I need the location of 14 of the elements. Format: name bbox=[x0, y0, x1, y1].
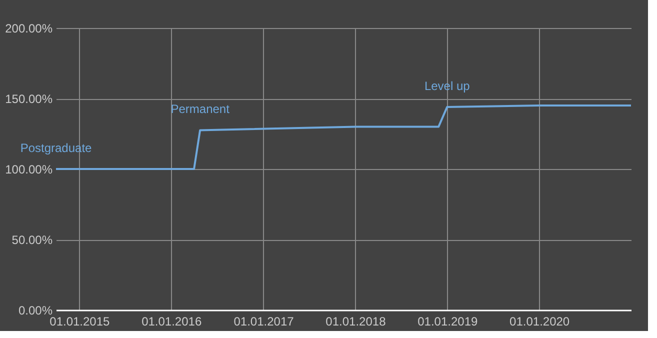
y-tick-label: 50.00% bbox=[12, 233, 53, 247]
x-tick-label: 01.01.2020 bbox=[510, 314, 570, 328]
x-tick-label: 01.01.2017 bbox=[234, 314, 294, 328]
x-tick-label: 01.01.2018 bbox=[326, 314, 386, 328]
y-tick-label: 0.00% bbox=[18, 304, 53, 318]
annotation: Level up bbox=[424, 78, 470, 93]
y-tick-label: 200.00% bbox=[5, 22, 53, 36]
x-tick-label: 01.01.2019 bbox=[418, 314, 478, 328]
y-tick-label: 150.00% bbox=[5, 92, 53, 106]
annotation: Permanent bbox=[170, 102, 230, 116]
x-tick-label: 01.01.2015 bbox=[50, 314, 110, 328]
annotation: Postgraduate bbox=[20, 141, 92, 155]
y-tick-label: 100.00% bbox=[5, 162, 53, 176]
x-tick-label: 01.01.2016 bbox=[142, 314, 202, 328]
